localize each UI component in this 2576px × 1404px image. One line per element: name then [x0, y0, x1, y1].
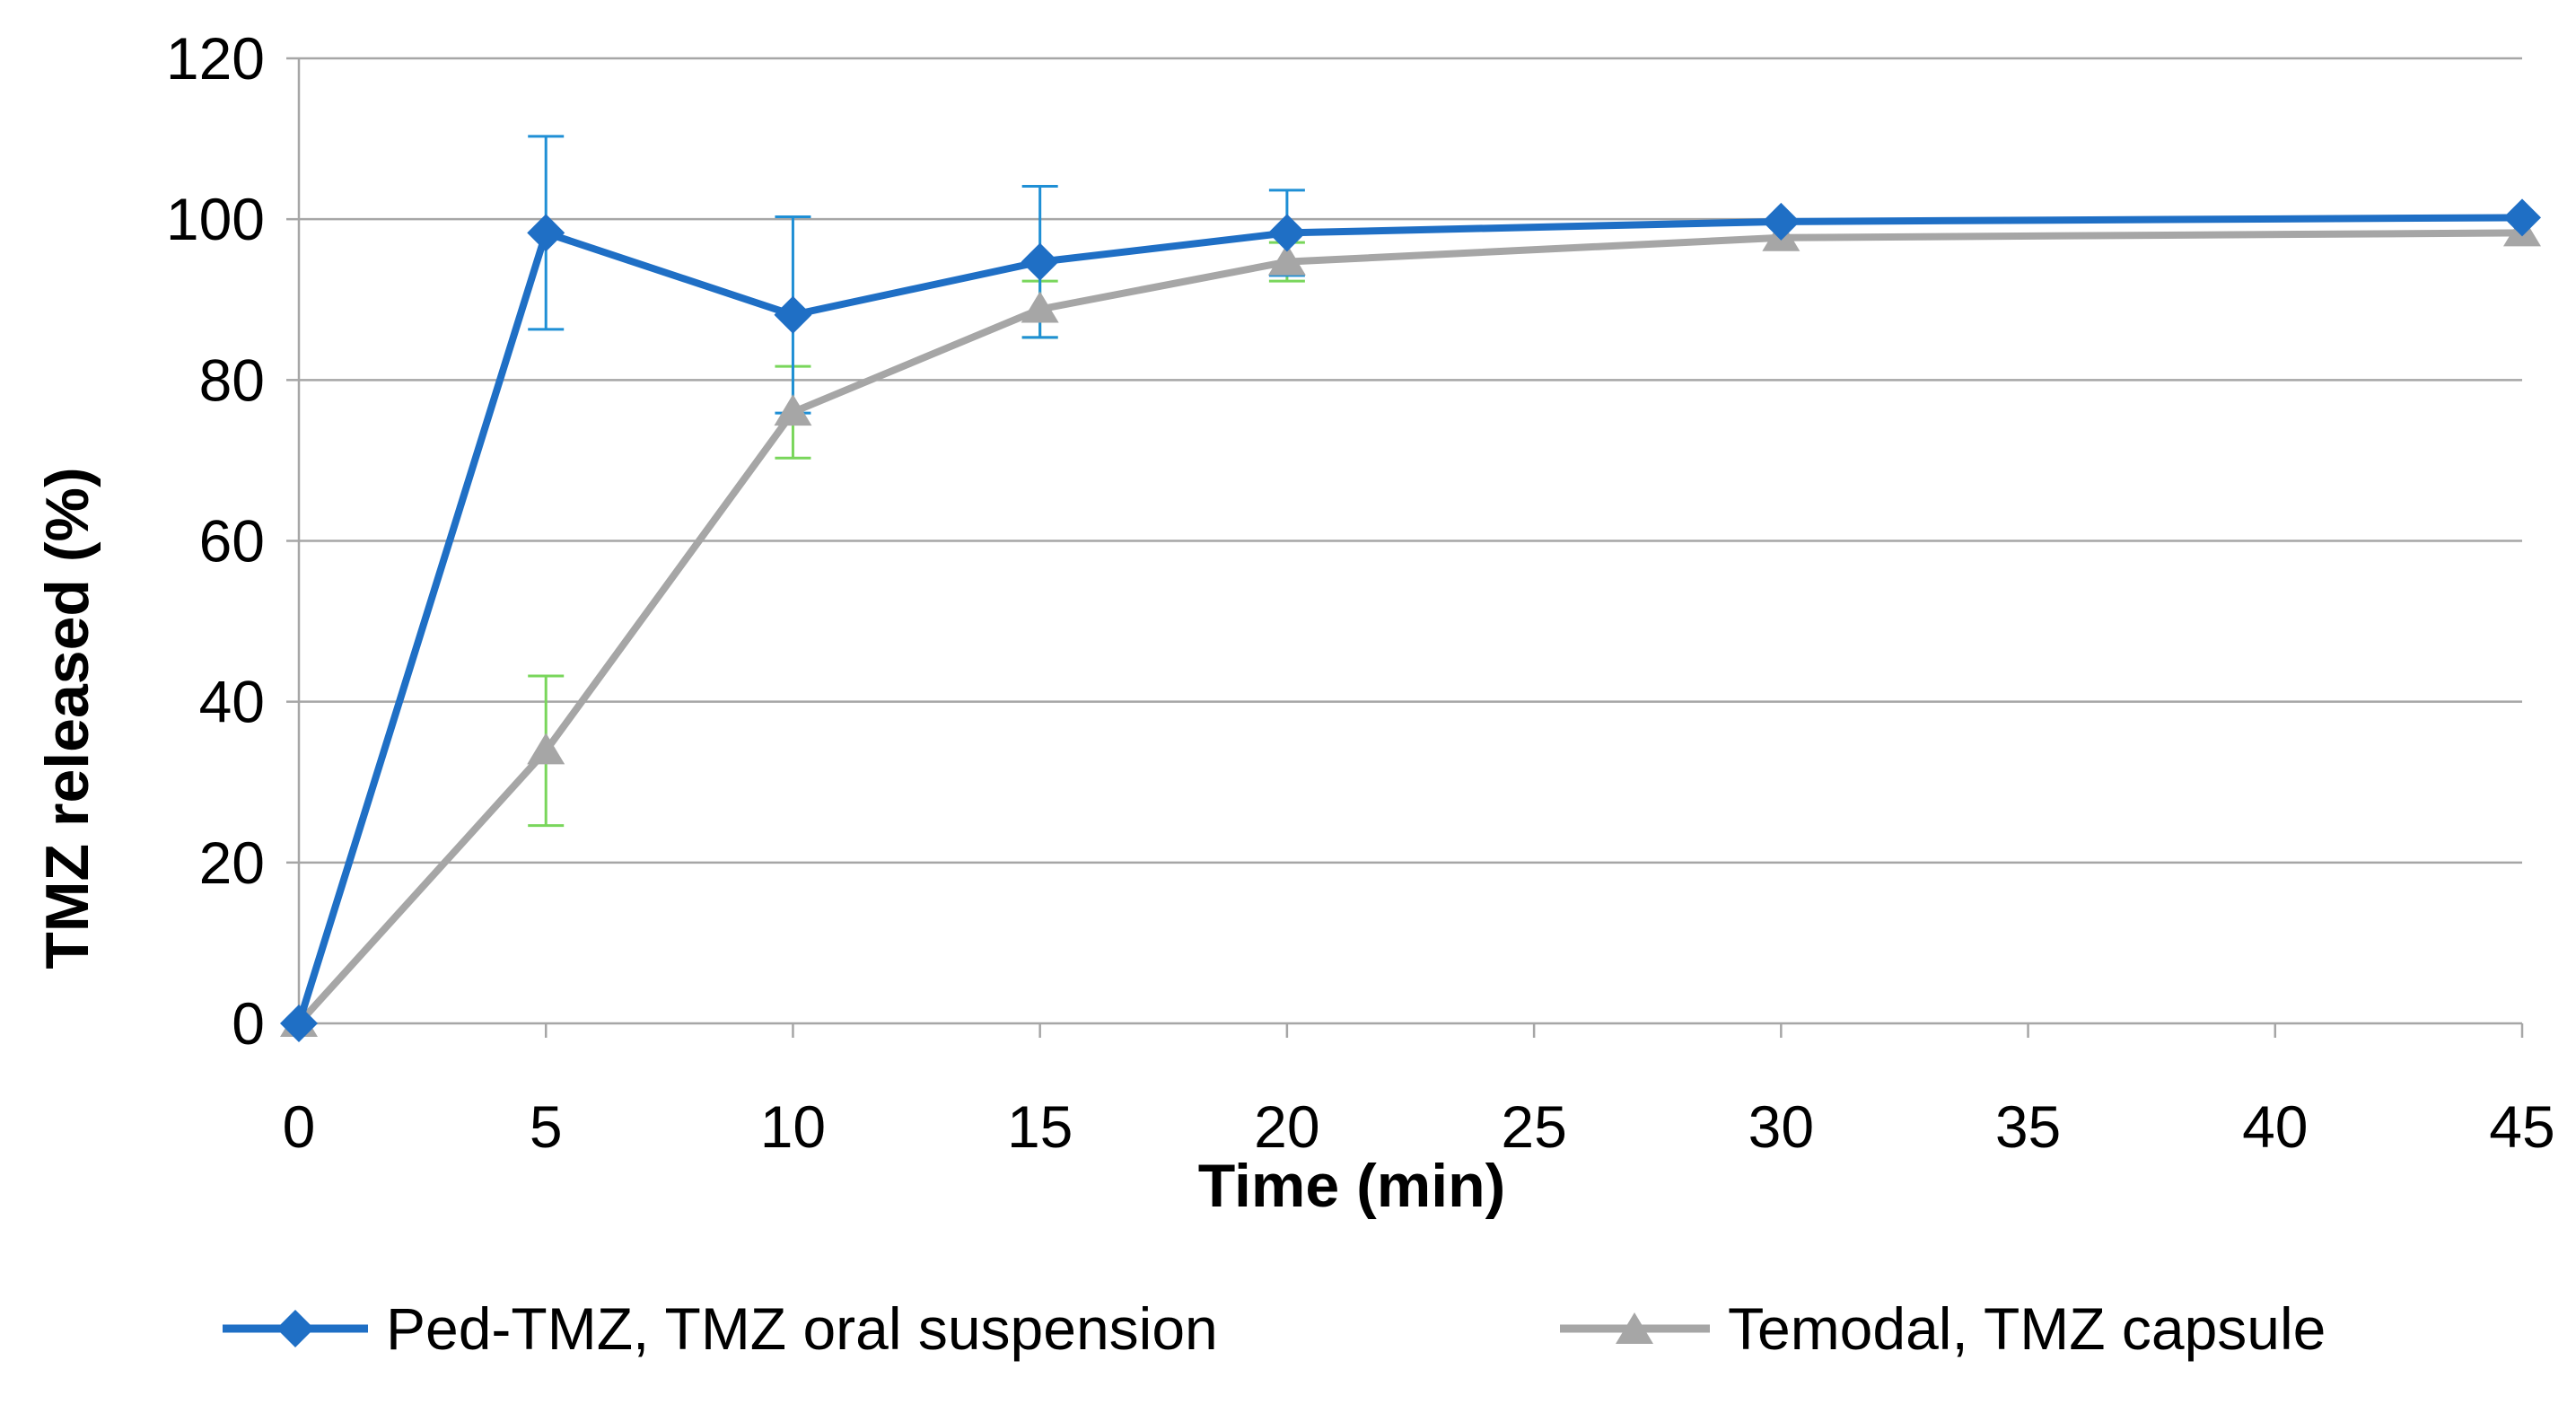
legend: Ped-TMZ, TMZ oral suspension Temodal, TM… [223, 1295, 2326, 1362]
x-tick-label-10: 10 [760, 1093, 826, 1160]
data-point-temodal-10 [774, 394, 812, 426]
legend-diamond-marker-icon [276, 1310, 314, 1347]
gridlines [299, 57, 2522, 864]
tick-labels: 0 20 40 60 80 100 120 0 5 10 15 20 25 30 35 40 45 [166, 25, 2555, 1160]
series-line-temodal [296, 229, 2523, 1026]
x-tick-label-0: 0 [283, 1093, 316, 1160]
data-point-ped-tmz-0 [280, 1005, 318, 1042]
x-tick-label-45: 45 [2489, 1093, 2554, 1160]
series [280, 198, 2541, 1042]
x-tick-label-5: 5 [530, 1093, 563, 1160]
axes [286, 57, 2524, 1038]
data-point-ped-tmz-5 [527, 214, 565, 252]
y-tick-label-0: 0 [232, 990, 265, 1057]
legend-item-ped-tmz: Ped-TMZ, TMZ oral suspension [223, 1295, 1218, 1362]
y-tick-label-120: 120 [166, 25, 265, 92]
x-tick-label-35: 35 [1995, 1093, 2061, 1160]
x-tick-label-15: 15 [1007, 1093, 1073, 1160]
legend-label-ped-tmz: Ped-TMZ, TMZ oral suspension [386, 1295, 1218, 1362]
y-tick-label-80: 80 [199, 347, 265, 413]
data-point-temodal-5 [527, 733, 565, 765]
data-point-ped-tmz-15 [1021, 242, 1059, 281]
x-tick-label-30: 30 [1748, 1093, 1814, 1160]
x-axis-title: Time (min) [1198, 1152, 1506, 1220]
series-line-ped-tmz [295, 214, 2523, 1025]
y-tick-label-60: 60 [199, 508, 265, 575]
data-point-temodal-15 [1021, 291, 1059, 323]
y-tick-label-40: 40 [199, 669, 265, 735]
x-tick-label-40: 40 [2242, 1093, 2308, 1160]
error-bars [528, 135, 1305, 828]
data-point-ped-tmz-30 [1762, 202, 1801, 241]
legend-triangle-marker-icon [1616, 1312, 1653, 1344]
y-tick-label-20: 20 [199, 829, 265, 896]
y-tick-label-100: 100 [166, 186, 265, 252]
data-point-ped-tmz-10 [774, 295, 812, 334]
y-axis-title: TMZ released (%) [33, 467, 101, 969]
x-tick-label-20: 20 [1254, 1093, 1319, 1160]
x-tick-label-25: 25 [1501, 1093, 1566, 1160]
data-point-ped-tmz-45 [2503, 198, 2541, 237]
data-point-ped-tmz-20 [1267, 214, 1306, 252]
legend-label-temodal: Temodal, TMZ capsule [1728, 1295, 2326, 1362]
data-point-temodal-20 [1267, 243, 1306, 276]
legend-item-temodal: Temodal, TMZ capsule [1560, 1295, 2326, 1362]
